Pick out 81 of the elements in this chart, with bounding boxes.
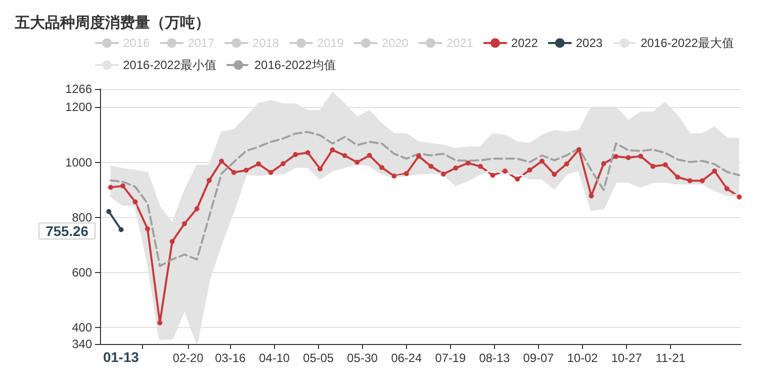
x-tick-label: 08-13	[479, 351, 510, 365]
point	[330, 147, 335, 152]
x-tick-label: 05-30	[347, 351, 378, 365]
point	[231, 170, 236, 175]
point	[588, 193, 594, 198]
x-tick-label: 10-02	[567, 351, 598, 365]
point	[564, 161, 570, 166]
point	[675, 174, 680, 180]
point	[268, 170, 274, 175]
x-tick-label: 03-16	[214, 351, 246, 365]
x-tick-label: 11-21	[656, 351, 686, 365]
point	[540, 158, 545, 164]
point	[170, 239, 175, 244]
point	[280, 161, 286, 166]
y-tick-label: 400	[72, 320, 92, 334]
legend-label: 2022	[511, 36, 538, 50]
x-tick-label: 10-27	[611, 351, 642, 365]
point	[626, 155, 631, 160]
point	[318, 166, 323, 172]
point	[342, 153, 348, 158]
point	[440, 172, 446, 177]
point	[736, 194, 742, 200]
point	[379, 164, 384, 170]
point	[244, 168, 249, 173]
point	[206, 178, 212, 183]
x-tick-label: 04-10	[258, 351, 290, 365]
point	[650, 164, 656, 169]
x-tick-label: 05-05	[303, 351, 334, 365]
point	[601, 161, 606, 166]
text: 01-13	[103, 349, 140, 365]
point	[157, 320, 162, 326]
point	[366, 152, 372, 158]
y-tick-label: 1000	[65, 155, 92, 170]
point	[514, 176, 520, 182]
point	[416, 154, 422, 159]
chart-title: 五大品种周度消费量（万吨）	[14, 14, 210, 32]
point	[219, 158, 224, 164]
point	[527, 167, 532, 172]
point	[305, 150, 310, 156]
y-tick-label: 1200	[65, 100, 92, 114]
point	[712, 168, 718, 174]
legend-label: 2023	[576, 36, 603, 50]
point	[194, 206, 200, 212]
y-tick-label: 800	[72, 210, 92, 224]
point	[724, 186, 730, 192]
point	[256, 161, 261, 166]
point	[552, 172, 557, 177]
point	[392, 174, 397, 179]
legend-label: 2016-2022最小值	[123, 58, 216, 72]
x-tick-label: 02-20	[172, 351, 204, 365]
y-tick-label: 1266	[65, 82, 92, 96]
point	[687, 178, 692, 184]
point	[638, 154, 644, 159]
point	[120, 183, 126, 188]
point	[108, 184, 114, 190]
legend-label: 2016-2022均值	[254, 58, 336, 72]
x-tick-label: 07-19	[435, 351, 466, 365]
point	[106, 209, 112, 214]
point	[700, 178, 705, 184]
point	[428, 164, 434, 169]
x-tick-label: 06-24	[391, 351, 422, 365]
point	[478, 164, 483, 169]
point	[292, 152, 298, 158]
point	[354, 160, 360, 165]
point	[490, 172, 496, 178]
text: 755.26	[46, 223, 89, 239]
x-tick-label: 09-07	[523, 351, 554, 365]
point	[502, 168, 508, 174]
point	[145, 226, 150, 232]
point	[453, 166, 458, 171]
y-tick-label: 600	[72, 265, 92, 280]
point	[466, 160, 471, 166]
y-tick-label: 340	[72, 337, 92, 351]
point	[576, 147, 582, 152]
legend-label: 2016-2022最大值	[640, 36, 734, 50]
point	[118, 227, 124, 232]
point	[182, 221, 188, 226]
point	[132, 199, 138, 204]
point	[613, 154, 618, 159]
point	[662, 162, 668, 168]
point	[404, 171, 409, 176]
